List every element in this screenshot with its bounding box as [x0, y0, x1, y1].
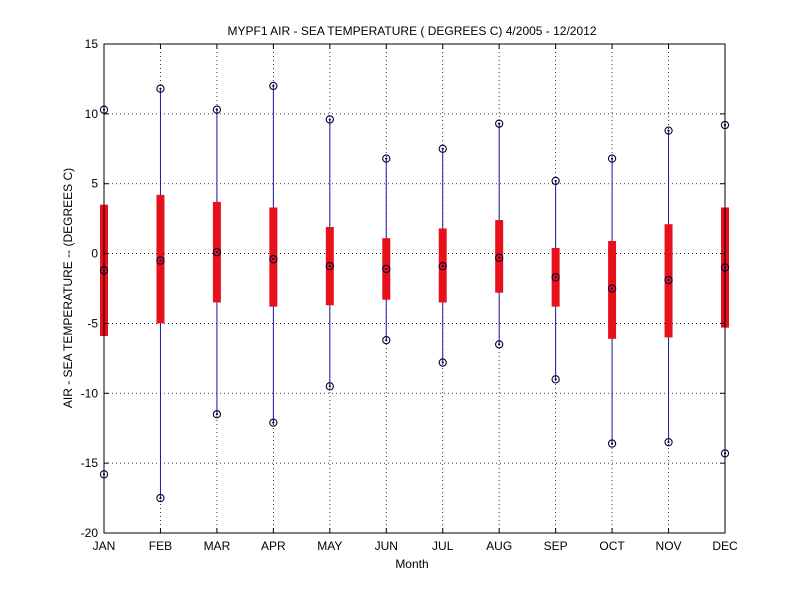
- median-marker: [607, 284, 617, 293]
- min-marker: [495, 340, 504, 349]
- min-marker-dot: [385, 339, 388, 342]
- min-marker: [438, 358, 447, 367]
- x-tick-label: OCT: [599, 539, 625, 553]
- median-marker-dot: [215, 251, 219, 254]
- max-marker: [156, 84, 165, 93]
- max-marker: [551, 176, 560, 186]
- y-tick-label: -5: [87, 316, 98, 330]
- y-axis: -20 -15 -10 -5 0 5 10 15: [81, 37, 725, 540]
- max-marker-dot: [215, 108, 219, 111]
- median-marker: [156, 256, 165, 265]
- max-marker-dot: [554, 179, 557, 183]
- median-marker-dot: [667, 279, 670, 282]
- x-tick-label: DEC: [712, 539, 738, 553]
- min-marker-dot: [215, 413, 219, 416]
- x-tick-label: FEB: [149, 539, 172, 553]
- max-marker: [664, 126, 673, 135]
- median-marker-dot: [441, 265, 444, 268]
- box: [269, 207, 278, 307]
- max-marker-dot: [498, 122, 501, 125]
- min-marker-dot: [328, 385, 331, 388]
- max-marker-dot: [159, 87, 162, 90]
- min-marker-dot: [441, 361, 444, 364]
- min-marker-dot: [667, 441, 670, 444]
- median-marker-dot: [610, 287, 614, 290]
- y-tick-label: 0: [91, 247, 98, 261]
- min-marker-dot: [498, 343, 501, 346]
- max-marker: [607, 154, 617, 163]
- axes-frame: [103, 43, 726, 534]
- x-tick-label: JUL: [432, 539, 454, 553]
- min-marker: [382, 336, 391, 345]
- x-tick-label: APR: [261, 539, 286, 553]
- y-tick-label: 5: [91, 177, 98, 191]
- min-marker: [212, 410, 222, 419]
- min-marker: [551, 375, 560, 384]
- max-marker-dot: [328, 118, 331, 121]
- median-marker: [495, 253, 504, 262]
- max-marker: [382, 154, 391, 163]
- chart-title: MYPF1 AIR - SEA TEMPERATURE ( DEGREES C)…: [227, 24, 596, 38]
- max-marker-dot: [610, 157, 614, 160]
- x-tick-label: JAN: [93, 539, 116, 553]
- grid: [103, 43, 726, 534]
- max-marker: [212, 105, 222, 114]
- max-marker: [495, 119, 504, 128]
- median-marker-dot: [328, 265, 331, 268]
- median-marker: [664, 275, 673, 285]
- min-marker-dot: [610, 442, 614, 445]
- min-marker-dot: [554, 378, 557, 381]
- y-tick-label: -15: [81, 456, 99, 470]
- y-tick-label: -20: [81, 526, 99, 540]
- max-marker: [438, 144, 447, 153]
- y-tick-label: -10: [81, 386, 99, 400]
- max-marker-dot: [272, 84, 275, 88]
- median-marker: [551, 273, 560, 282]
- median-marker: [325, 261, 334, 271]
- x-tick-label: AUG: [486, 539, 512, 553]
- max-marker: [325, 115, 334, 124]
- min-marker: [664, 438, 673, 447]
- x-axis-label: Month: [395, 557, 428, 571]
- min-marker-dot: [159, 496, 162, 500]
- y-tick-label: 10: [85, 107, 99, 121]
- x-tick-label: MAY: [317, 539, 342, 553]
- y-axis-label: AIR - SEA TEMPERATURE -- (DEGREES C): [61, 168, 75, 408]
- x-tick-label: NOV: [656, 539, 682, 553]
- max-marker-dot: [385, 157, 388, 160]
- min-marker-dot: [272, 421, 275, 424]
- x-tick-label: MAR: [204, 539, 231, 553]
- plot-area: [99, 81, 730, 503]
- median-marker-dot: [159, 259, 162, 262]
- min-marker: [607, 439, 617, 448]
- median-marker: [212, 248, 222, 257]
- y-tick-label: 15: [85, 37, 99, 51]
- box: [608, 240, 617, 339]
- median-marker-dot: [272, 258, 275, 261]
- median-marker-dot: [385, 267, 388, 271]
- box: [495, 220, 504, 293]
- min-marker: [269, 418, 278, 427]
- max-marker-dot: [667, 129, 670, 132]
- median-marker-dot: [554, 276, 557, 279]
- median-marker: [438, 261, 447, 271]
- x-tick-label: JUN: [375, 539, 398, 553]
- x-tick-label: SEP: [544, 539, 568, 553]
- min-marker: [325, 382, 334, 391]
- median-marker: [382, 264, 391, 274]
- min-marker: [156, 493, 165, 503]
- median-marker-dot: [498, 256, 501, 259]
- max-marker-dot: [441, 147, 444, 150]
- median-marker: [269, 255, 278, 264]
- box: [156, 194, 165, 324]
- max-marker: [269, 81, 278, 91]
- x-axis: JAN FEB MAR APR MAY JUN JUL AUG SEP OCT NOV DEC: [93, 44, 738, 553]
